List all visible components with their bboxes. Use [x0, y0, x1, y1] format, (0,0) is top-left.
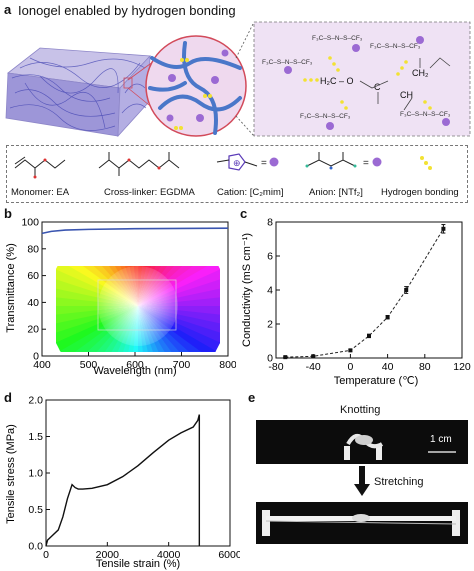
- transmittance-chart: 400 500 600 700 800 0 20 40 60 80 100 Wavelength (…: [5, 217, 236, 378]
- down-arrow-icon: [354, 466, 370, 496]
- b-y-axis-label: Transmittance (%): [5, 243, 17, 332]
- c-y-axis-label: Conductivity (mS cm⁻¹): [241, 233, 253, 347]
- x-tick-label: 600: [126, 359, 144, 371]
- y-tick-label: 1.5: [28, 431, 43, 443]
- conductivity-point: [404, 288, 409, 292]
- anion-formula-2: F₃C–S–N–S–CF₃: [262, 59, 313, 66]
- legend-crosslinker: Cross-linker: EGDMA: [104, 187, 195, 198]
- conductivity-point: [283, 355, 288, 360]
- y-tick-label: 0: [267, 353, 273, 365]
- b-x-axis-label: Wavelength (nm): [93, 365, 176, 377]
- x-tick-label: 700: [173, 359, 191, 371]
- ionogel-schematic: F₃C–S–N–S–CF₃ F₃C–S–N–S–CF₃ F₃C–S–N–S–CF…: [5, 21, 471, 138]
- color-wheel-photo: [56, 266, 220, 352]
- molecular-zoom: F₃C–S–N–S–CF₃ F₃C–S–N–S–CF₃ F₃C–S–N–S–CF…: [253, 21, 471, 137]
- conductivity-point: [385, 315, 390, 320]
- anion-formula-1: F₃C–S–N–S–CF₃: [312, 35, 363, 42]
- x-tick-label: 2000: [96, 549, 120, 561]
- conductivity-chart: -80 -40 0 40 80 120 0 2 4 6 8 Temperature (℃) Cond…: [241, 217, 471, 388]
- d-y-axis-label: Tensile stress (MPa): [5, 424, 17, 524]
- panel-a-title: Ionogel enabled by hydrogen bonding: [18, 3, 236, 18]
- conductivity-point: [441, 226, 446, 231]
- legend-hbond: Hydrogen bonding: [381, 187, 459, 198]
- panel-d-label: d: [4, 390, 12, 405]
- x-tick-label: 80: [419, 361, 431, 373]
- hydrogen-bond-icon: [420, 156, 432, 170]
- y-tick-label: 4: [267, 285, 273, 297]
- x-tick-label: -40: [306, 361, 321, 373]
- conductivity-fit-line: [285, 228, 444, 358]
- y-tick-label: 60: [27, 270, 39, 282]
- zoom-circle: [145, 35, 247, 137]
- x-tick-label: 0: [347, 361, 353, 373]
- y-tick-label: 100: [21, 217, 39, 229]
- knotting-label: Knotting: [340, 404, 381, 416]
- conductivity-point: [367, 333, 371, 338]
- c-x-axis-label: Temperature (℃): [334, 375, 419, 387]
- y-tick-label: 6: [267, 251, 273, 263]
- panel-a-label: a: [4, 2, 12, 17]
- y-tick-label: 8: [267, 217, 273, 229]
- y-tick-label: 2.0: [28, 395, 43, 407]
- cation-icon: ⊕ =: [216, 153, 279, 171]
- x-tick-label: 6000: [218, 549, 240, 561]
- y-tick-label: 2: [267, 319, 273, 331]
- anion-formula-4: F₃C–S–N–S–CF₃: [300, 113, 351, 120]
- legend-anion: Anion: [NTf₂]: [309, 187, 363, 198]
- stress-strain-line: [45, 414, 201, 547]
- svg-text:=: =: [363, 158, 369, 169]
- ch-label: CH: [400, 90, 413, 100]
- x-tick-label: 0: [43, 549, 49, 561]
- anion-formula-3: F₃C–S–N–S–CF₃: [370, 43, 421, 50]
- d-x-axis-label: Tensile strain (%): [96, 558, 180, 570]
- monomer-ea-icon: [14, 156, 66, 179]
- plot-frame: [45, 399, 231, 547]
- anion-formula-5: F₃C–S–N–S–CF₃: [400, 111, 451, 118]
- svg-text:⊕: ⊕: [233, 158, 241, 168]
- conductivity-point: [311, 354, 316, 359]
- crosslinker-egdma-icon: [98, 152, 180, 176]
- x-tick-label: -80: [268, 361, 283, 373]
- y-tick-label: 80: [27, 243, 39, 255]
- x-tick-label: 120: [453, 361, 471, 373]
- gel-block: [5, 47, 151, 138]
- panel-c-label: c: [240, 206, 248, 221]
- scale-bar-label: 1 cm: [430, 434, 452, 445]
- panel-e-label: e: [248, 390, 256, 405]
- stress-strain-chart: 0 2000 4000 6000 0.0 0.5 1.0 1.5 2.0 Tensile str…: [5, 395, 240, 571]
- stretching-label: Stretching: [374, 476, 424, 488]
- y-tick-label: 1.0: [28, 468, 43, 480]
- legend-monomer: Monomer: EA: [11, 187, 70, 198]
- legend-cation: Cation: [C₂mim]: [217, 187, 284, 198]
- y-tick-label: 0.5: [28, 504, 43, 516]
- x-tick-label: 500: [80, 359, 98, 371]
- svg-text:=: =: [261, 158, 267, 169]
- panel-a-legend: ⊕ = = Monomer: EA Cross-linker: EGDMA Ca…: [6, 145, 468, 203]
- c-label: C: [374, 82, 381, 92]
- stretched-sample-photo: [256, 502, 468, 544]
- knotted-sample-photo: 1 cm: [256, 420, 468, 464]
- conductivity-point: [348, 348, 353, 353]
- y-tick-label: 0.0: [28, 541, 43, 553]
- x-tick-label: 800: [219, 359, 236, 371]
- y-tick-label: 20: [27, 324, 39, 336]
- anion-icon: =: [305, 152, 382, 170]
- y-tick-label: 0: [33, 351, 39, 363]
- transmittance-line: [41, 227, 229, 235]
- y-tick-label: 40: [27, 297, 39, 309]
- x-tick-label: 40: [382, 361, 394, 373]
- ch2-label: CH₂: [412, 68, 429, 78]
- panel-b-label: b: [4, 206, 12, 221]
- h2c-o-label: H₂C – O: [320, 76, 354, 86]
- x-tick-label: 4000: [157, 549, 181, 561]
- x-tick-label: 400: [33, 359, 51, 371]
